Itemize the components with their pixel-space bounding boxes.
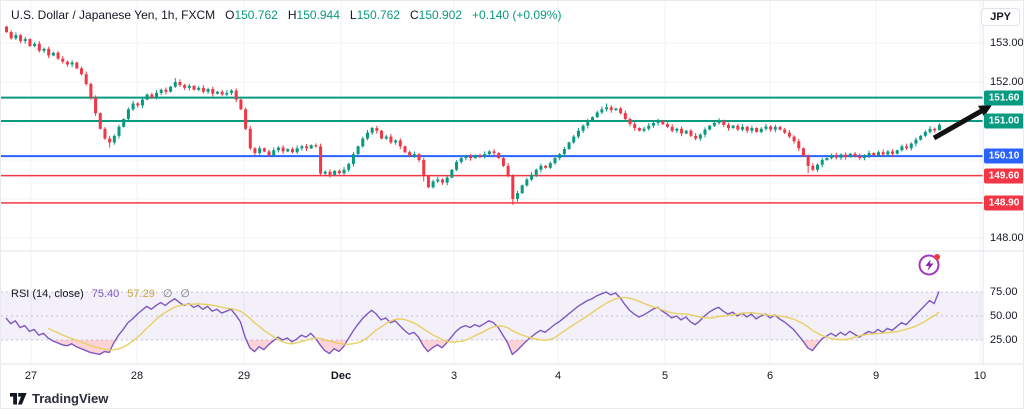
rsi-band-value-2: ∅	[180, 288, 190, 300]
tradingview-logo[interactable]: TradingView	[10, 391, 108, 406]
price-axis-label: 148.00	[990, 232, 1024, 244]
rsi-line	[5, 291, 940, 356]
ohlc-close: C150.902	[409, 8, 463, 22]
rsi-legend: RSI (14, close) 75.40 57.29 ∅ ∅	[11, 287, 190, 301]
time-axis-label: 9	[872, 370, 880, 382]
arrow-annotation[interactable]	[932, 105, 992, 141]
candlestick-series	[5, 25, 941, 205]
price-change: +0.140 (+0.09%)	[472, 8, 562, 22]
rsi-oversold-fill	[51, 340, 821, 355]
ohlc-low: L150.762	[349, 8, 400, 22]
time-axis-label: 5	[661, 370, 669, 382]
tradingview-logo-text: TradingView	[32, 391, 109, 406]
rsi-ma-value: 57.29	[127, 287, 155, 300]
rsi-indicator-label[interactable]: RSI (14, close)	[11, 287, 84, 300]
time-axis-label: 4	[554, 370, 562, 382]
price-level-badge[interactable]: 149.60	[984, 168, 1023, 184]
price-level-badge[interactable]: 151.00	[984, 113, 1023, 129]
ohlc-open: O150.762	[225, 8, 278, 22]
rsi-value: 75.40	[91, 287, 120, 300]
price-axis[interactable]: 153.00 152.00 148.00 151.60 151.00 150.10 149.…	[983, 1, 1024, 387]
tradingview-logo-icon	[10, 392, 27, 404]
time-axis-label: 29	[237, 370, 251, 382]
price-level-lines[interactable]	[1, 96, 983, 204]
rsi-pane	[1, 291, 983, 341]
price-chart-canvas[interactable]	[1, 1, 1024, 387]
price-axis-label: 152.00	[990, 76, 1024, 88]
price-axis-label: 153.00	[990, 37, 1024, 49]
price-level-badge[interactable]: 148.90	[984, 195, 1023, 211]
rsi-axis-label: 25.00	[990, 334, 1018, 346]
currency-button[interactable]: JPY	[981, 8, 1020, 26]
symbol-title[interactable]: U.S. Dollar / Japanese Yen, 1h, FXCM	[11, 8, 216, 22]
price-level-badge[interactable]: 150.10	[984, 148, 1023, 164]
time-axis-label: 6	[766, 370, 774, 382]
technicals-gauge-icon[interactable]	[917, 252, 943, 278]
time-axis-label: 10	[973, 370, 987, 382]
rsi-ma-line	[47, 296, 940, 351]
time-axis-label: 28	[130, 370, 144, 382]
price-level-badge[interactable]: 151.60	[984, 90, 1023, 106]
rsi-axis-label: 50.00	[990, 310, 1018, 322]
rsi-band-value-1: ∅	[162, 288, 173, 300]
chart-legend: U.S. Dollar / Japanese Yen, 1h, FXCM O15…	[11, 8, 561, 22]
time-axis-label: 3	[450, 370, 458, 382]
rsi-axis-label: 75.00	[990, 286, 1018, 298]
time-axis-label: 27	[24, 370, 38, 382]
time-axis[interactable]: 27 28 29 Dec 3 4 5 6 9 10	[1, 364, 987, 387]
ohlc-high: H150.944	[287, 8, 340, 22]
time-axis-label: Dec	[330, 370, 352, 382]
